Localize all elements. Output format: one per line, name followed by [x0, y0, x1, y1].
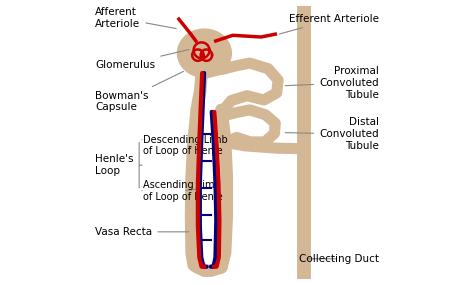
Text: Vasa Recta: Vasa Recta — [95, 227, 189, 237]
Text: Bowman's
Capsule: Bowman's Capsule — [95, 72, 183, 112]
Text: Collecting Duct: Collecting Duct — [299, 254, 379, 264]
Text: Henle's
Loop: Henle's Loop — [95, 154, 142, 176]
Text: Glomerulus: Glomerulus — [95, 50, 189, 70]
Text: Efferent Arteriole: Efferent Arteriole — [279, 14, 379, 34]
Text: Afferent
Arteriole: Afferent Arteriole — [95, 7, 176, 29]
Text: Descending Limb
of Loop of Henle: Descending Limb of Loop of Henle — [144, 135, 228, 156]
Polygon shape — [179, 30, 230, 76]
Text: Distal
Convoluted
Tubule: Distal Convoluted Tubule — [285, 117, 379, 150]
Text: Proximal
Convoluted
Tubule: Proximal Convoluted Tubule — [285, 66, 379, 99]
Text: Ascending Limb
of Loop of Henle: Ascending Limb of Loop of Henle — [144, 180, 223, 201]
